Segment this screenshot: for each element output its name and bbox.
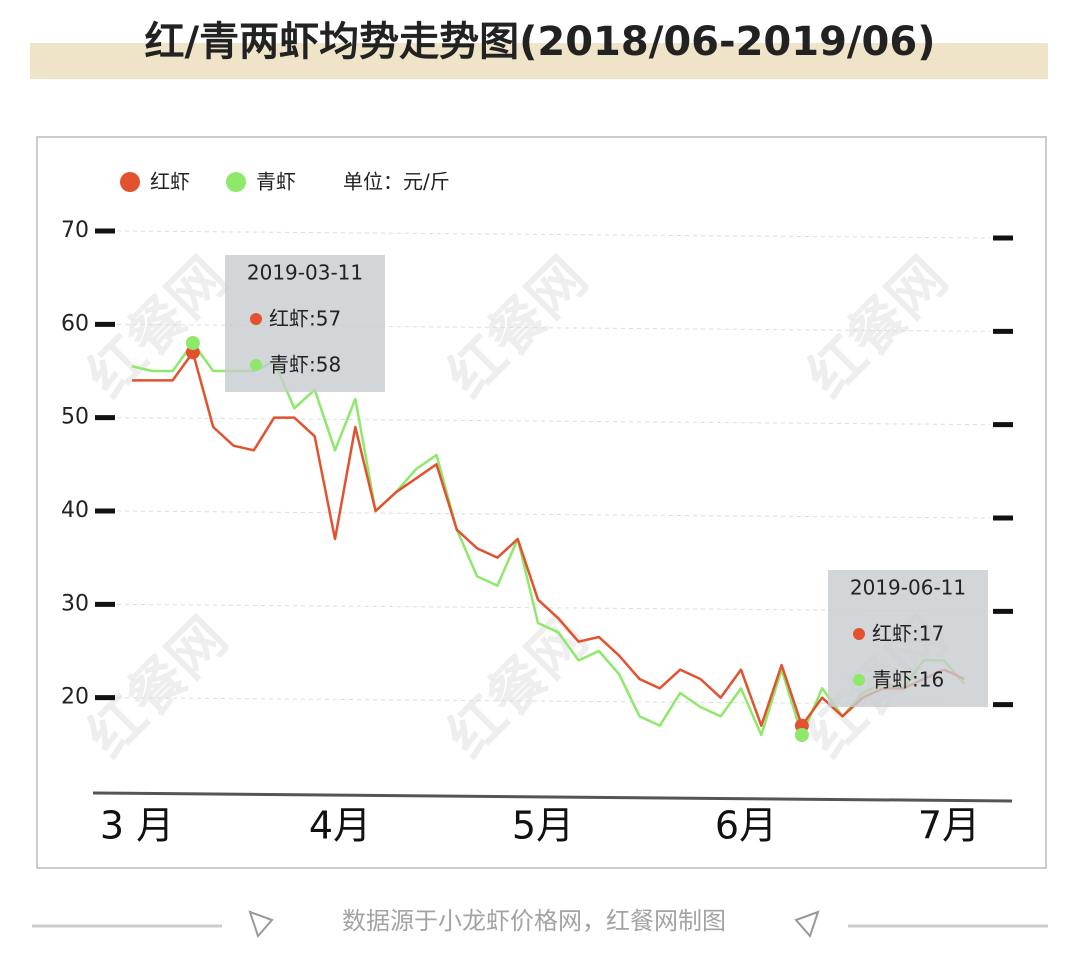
tooltip-date: 2019-06-11 bbox=[850, 576, 966, 600]
tooltip-value: 红虾:17 bbox=[872, 622, 944, 646]
x-axis-line bbox=[92, 791, 1013, 803]
x-tick-label: 7月 bbox=[918, 804, 980, 848]
y-tick-label: 20 bbox=[61, 685, 89, 710]
x-tick-label: 3 月 bbox=[100, 804, 174, 848]
grid-line bbox=[116, 697, 991, 706]
grid-line bbox=[116, 417, 991, 426]
tooltip-marker bbox=[250, 313, 262, 325]
y-tick-label: 70 bbox=[61, 218, 89, 243]
tooltip-value: 红虾:57 bbox=[269, 307, 341, 331]
x-tick-label: 6月 bbox=[715, 804, 777, 848]
chart-title: 红/青两虾均势走势图(2018/06-2019/06) bbox=[145, 19, 936, 65]
x-tick-label: 4月 bbox=[309, 804, 371, 848]
tooltip-marker bbox=[250, 359, 262, 371]
grid-line bbox=[116, 603, 991, 612]
legend-marker bbox=[226, 172, 246, 192]
series-line bbox=[132, 351, 965, 727]
tooltip-box bbox=[225, 255, 385, 392]
y-tick-label: 30 bbox=[61, 591, 89, 616]
tooltip-marker bbox=[853, 628, 865, 640]
y-tick-label: 50 bbox=[61, 405, 89, 430]
tooltip-date: 2019-03-11 bbox=[247, 261, 363, 285]
highlight-point bbox=[185, 336, 200, 350]
legend-label: 青虾 bbox=[256, 170, 296, 194]
highlight-point bbox=[794, 728, 809, 742]
tooltip-value: 青虾:16 bbox=[872, 668, 944, 692]
tooltip-marker bbox=[853, 674, 865, 686]
footer-icon bbox=[794, 910, 820, 938]
grid-line bbox=[116, 510, 991, 519]
tooltip-box bbox=[828, 570, 988, 707]
x-tick-label: 5月 bbox=[512, 804, 574, 848]
grid-line bbox=[116, 230, 991, 239]
y-tick-label: 40 bbox=[61, 498, 89, 523]
legend-marker bbox=[120, 172, 140, 192]
footer-icon bbox=[248, 910, 274, 938]
unit-label: 单位：元/斤 bbox=[343, 170, 450, 194]
legend-label: 红虾 bbox=[150, 170, 190, 194]
tooltip-value: 青虾:58 bbox=[269, 353, 341, 377]
title-band bbox=[30, 43, 1048, 79]
source-note: 数据源于小龙虾价格网，红餐网制图 bbox=[342, 907, 726, 935]
plot-frame bbox=[36, 136, 1047, 869]
y-tick-label: 60 bbox=[61, 311, 89, 336]
